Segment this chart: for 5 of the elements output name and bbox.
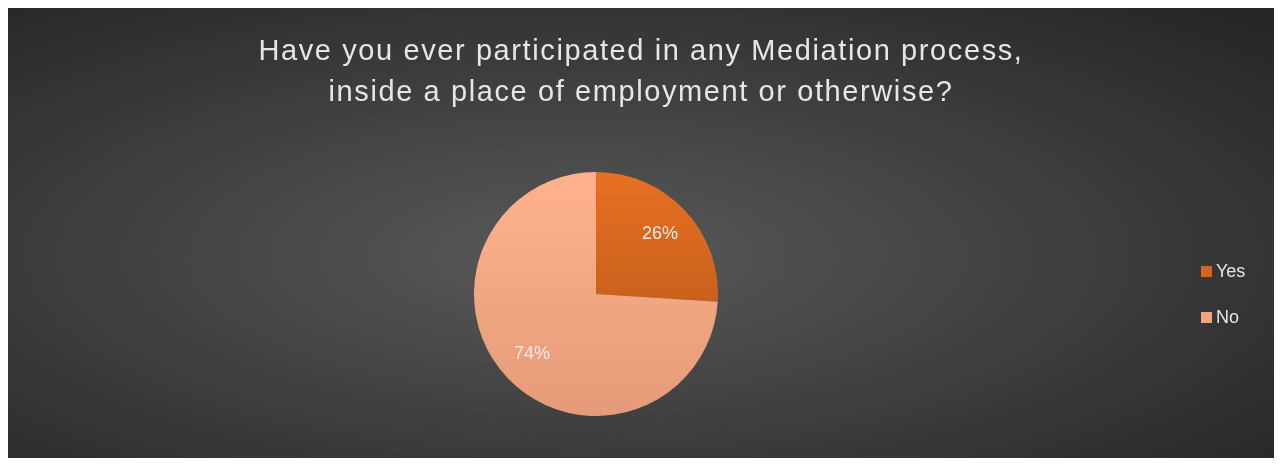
data-label: 74% [513, 342, 550, 363]
chart-title: Have you ever participated in any Mediation process, inside a place of employment or otherwise? [258, 34, 1024, 107]
legend-label: Yes [1216, 260, 1246, 281]
legend-label: No [1216, 306, 1240, 327]
data-label: 26% [642, 222, 679, 243]
